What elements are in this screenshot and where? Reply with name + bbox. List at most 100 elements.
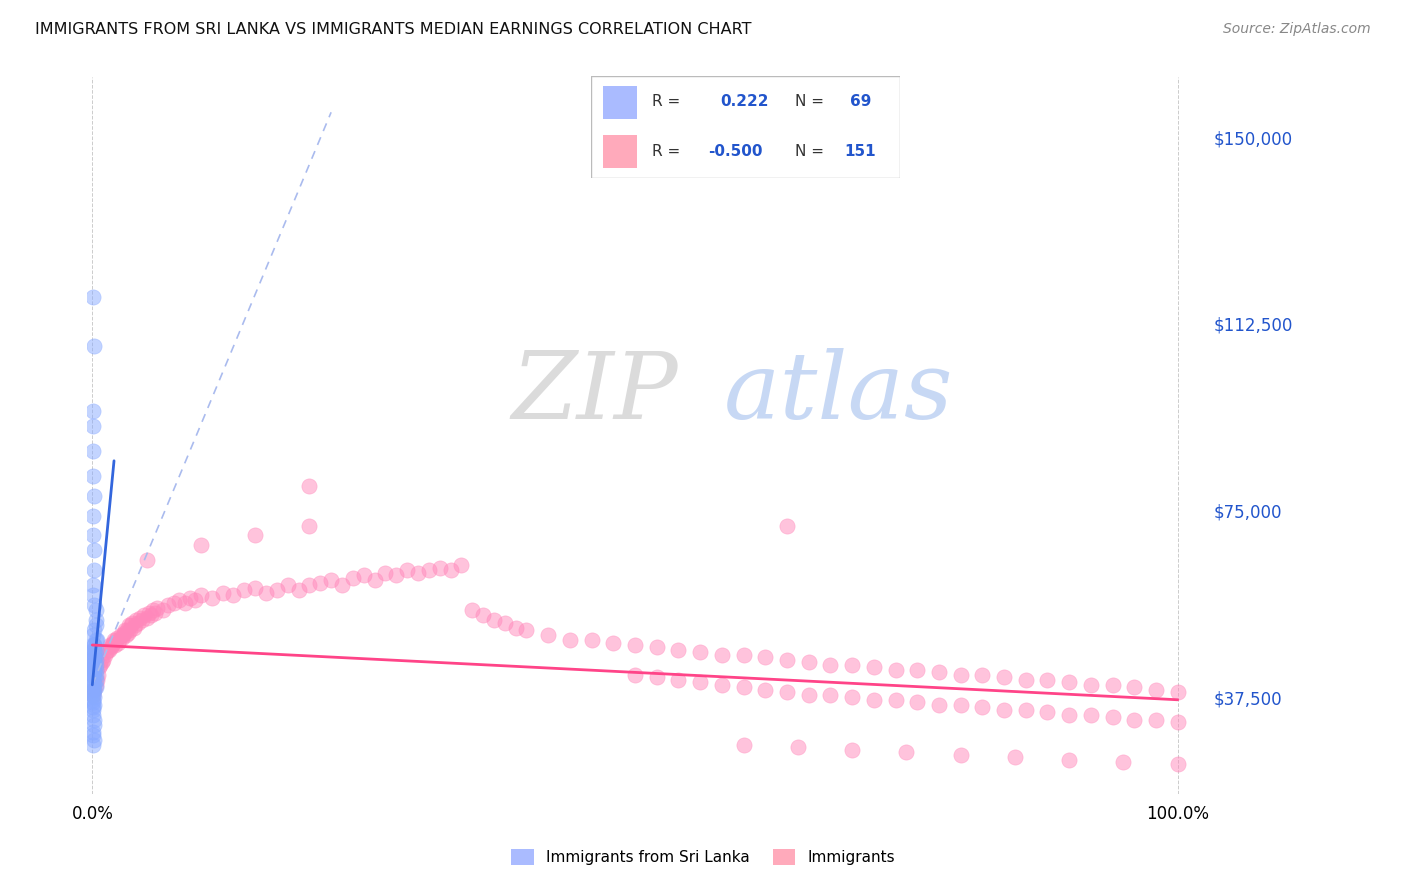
Point xyxy=(82,653,104,667)
Point xyxy=(1144,713,1167,727)
Point xyxy=(82,638,104,652)
Text: R =: R = xyxy=(652,95,681,110)
Point xyxy=(82,668,104,682)
Point xyxy=(733,681,755,695)
Point xyxy=(896,745,918,759)
Point xyxy=(83,563,105,577)
Point xyxy=(82,468,104,483)
Point xyxy=(841,742,863,756)
Point xyxy=(84,663,107,677)
Point xyxy=(602,635,624,649)
Point xyxy=(83,717,105,731)
Point xyxy=(84,603,107,617)
Point xyxy=(103,633,125,648)
Point xyxy=(1167,757,1189,772)
Point xyxy=(797,688,820,702)
Point xyxy=(1167,715,1189,730)
Point xyxy=(124,618,146,632)
Point xyxy=(157,598,180,612)
Point xyxy=(83,598,105,612)
Point xyxy=(83,665,105,680)
Point xyxy=(82,673,104,687)
Point xyxy=(118,618,141,632)
Point xyxy=(342,571,364,585)
Text: 151: 151 xyxy=(844,144,876,159)
Point xyxy=(884,693,907,707)
Point xyxy=(254,585,277,599)
Point xyxy=(949,747,972,762)
Point xyxy=(112,625,135,640)
Text: Source: ZipAtlas.com: Source: ZipAtlas.com xyxy=(1223,22,1371,37)
Point xyxy=(82,628,104,642)
Point xyxy=(841,690,863,705)
Point xyxy=(1057,675,1080,690)
Point xyxy=(776,685,799,699)
Point xyxy=(82,700,104,714)
Point xyxy=(862,693,884,707)
Text: ZIP: ZIP xyxy=(512,348,678,438)
Point xyxy=(972,700,994,714)
Point xyxy=(146,600,169,615)
Point xyxy=(84,648,107,662)
Point xyxy=(993,703,1015,717)
Point xyxy=(928,665,950,680)
Point xyxy=(668,643,690,657)
Point xyxy=(733,648,755,662)
Point xyxy=(90,653,112,667)
Point xyxy=(173,596,195,610)
Text: 0.222: 0.222 xyxy=(720,95,769,110)
Point xyxy=(84,633,107,648)
Point xyxy=(505,621,527,635)
Point xyxy=(83,682,105,697)
Point xyxy=(993,670,1015,684)
Point xyxy=(82,668,104,682)
Point xyxy=(710,678,733,692)
Point xyxy=(494,615,516,630)
Point xyxy=(135,610,157,624)
Point xyxy=(624,638,647,652)
Point xyxy=(820,688,842,702)
Point xyxy=(786,740,808,755)
Point xyxy=(129,610,152,624)
Point xyxy=(114,623,136,637)
Point xyxy=(91,656,114,670)
Point xyxy=(82,738,104,752)
Point xyxy=(190,588,212,602)
Point xyxy=(1036,705,1059,719)
Point xyxy=(122,621,145,635)
Point xyxy=(710,648,733,662)
Point xyxy=(330,578,353,592)
Point xyxy=(139,608,162,623)
Point xyxy=(163,596,186,610)
Point xyxy=(233,583,256,598)
Point xyxy=(117,625,139,640)
Point xyxy=(167,593,190,607)
Point xyxy=(1101,710,1123,724)
Text: 69: 69 xyxy=(851,95,872,110)
Point xyxy=(82,528,104,542)
Point xyxy=(83,657,105,672)
Point xyxy=(82,508,104,523)
Point xyxy=(82,678,104,692)
Point xyxy=(84,618,107,632)
Point xyxy=(82,648,104,662)
Point xyxy=(87,660,110,674)
Point xyxy=(82,695,104,709)
Point xyxy=(928,698,950,712)
Point xyxy=(558,633,581,648)
Point xyxy=(1015,703,1038,717)
Point xyxy=(87,668,110,682)
Point xyxy=(82,675,104,690)
Point xyxy=(797,656,820,670)
Point xyxy=(862,660,884,674)
Point xyxy=(83,678,105,692)
Point xyxy=(624,668,647,682)
Point xyxy=(83,643,105,657)
Point xyxy=(83,698,105,712)
Point xyxy=(1015,673,1038,687)
Text: N =: N = xyxy=(794,95,824,110)
Bar xyxy=(603,87,637,119)
Point xyxy=(374,566,396,580)
Point xyxy=(134,608,156,623)
Point xyxy=(82,707,104,722)
